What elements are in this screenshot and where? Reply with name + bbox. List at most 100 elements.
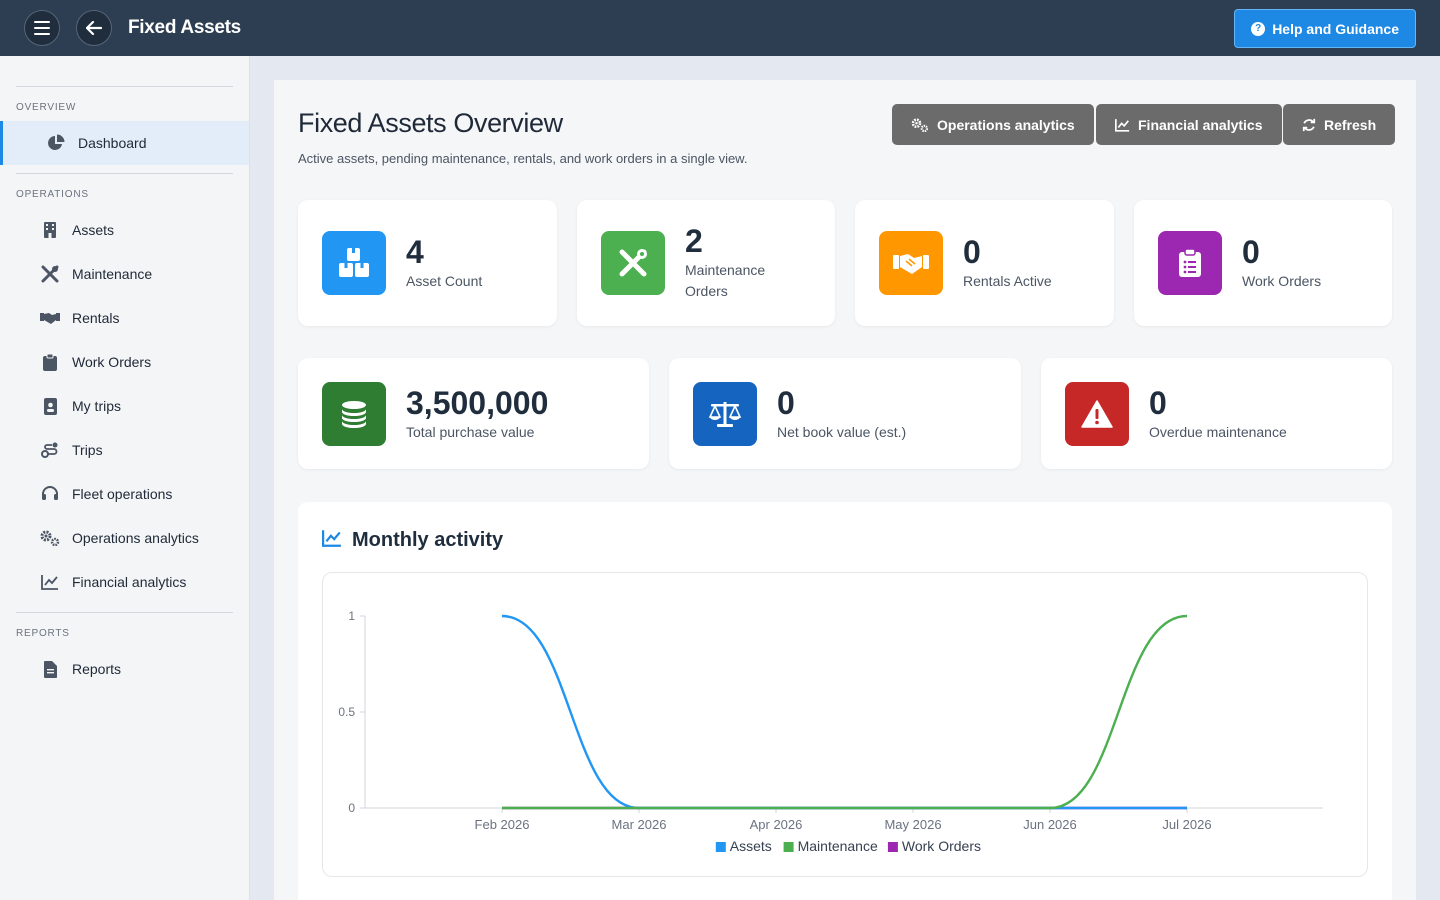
sidebar-item-rentals[interactable]: Rentals — [0, 296, 249, 340]
legend-swatch — [887, 842, 898, 852]
sidebar-item-operations-analytics[interactable]: Operations analytics — [0, 516, 249, 560]
help-button[interactable]: ? Help and Guidance — [1234, 9, 1416, 48]
sidebar-item-trips[interactable]: Trips — [0, 428, 249, 472]
sidebar-item-label: Work Orders — [72, 354, 152, 370]
back-button[interactable] — [76, 10, 112, 46]
legend-label: Assets — [730, 838, 772, 854]
stat-card-net-book-value[interactable]: 0 Net book value (est.) — [669, 358, 1021, 469]
clipboard-icon — [40, 352, 60, 372]
handshake-icon — [879, 231, 943, 295]
route-icon — [40, 440, 60, 460]
tools-icon — [601, 231, 665, 295]
chart-container: 0 0.5 1 Feb 2026 Mar 2026 Apr 2026 May 2026 Jun… — [322, 572, 1368, 877]
file-icon — [40, 659, 60, 679]
stat-card-total-purchase-value[interactable]: 3,500,000 Total purchase value — [298, 358, 649, 469]
handshake-icon — [40, 308, 60, 328]
arrow-left-icon — [86, 21, 102, 35]
sidebar-item-work-orders[interactable]: Work Orders — [0, 340, 249, 384]
stat-value: 0 — [1149, 385, 1167, 421]
section-title-overview: OVERVIEW — [16, 102, 77, 113]
x-tick-label: Jul 2026 — [1162, 817, 1211, 832]
gears-icon — [911, 117, 929, 132]
divider — [16, 173, 233, 174]
sidebar-item-label: Rentals — [72, 310, 120, 326]
section-title-reports: REPORTS — [16, 628, 70, 639]
sidebar: OVERVIEW Dashboard OPERATIONS Assets Mai… — [0, 56, 250, 900]
headset-icon — [40, 484, 60, 504]
boxes-icon — [322, 231, 386, 295]
stat-caption: Total purchase value — [406, 424, 535, 440]
line-chart-icon — [322, 529, 342, 552]
activity-line-chart: 0 0.5 1 Feb 2026 Mar 2026 Apr 2026 May 2026 Jun… — [338, 609, 1323, 854]
stat-caption: Work Orders — [1242, 273, 1322, 289]
sidebar-item-reports[interactable]: Reports — [0, 647, 249, 691]
stat-caption: Maintenance Orders — [685, 262, 766, 299]
stat-caption: Net book value (est.) — [777, 424, 907, 440]
y-tick-label: 1 — [348, 609, 355, 623]
stat-card-work-orders[interactable]: 0 Work Orders — [1134, 200, 1392, 326]
operations-analytics-label: Operations analytics — [937, 116, 1075, 133]
line-chart-icon — [1115, 118, 1130, 132]
app-title: Fixed Assets — [128, 17, 241, 38]
sidebar-item-fleet-operations[interactable]: Fleet operations — [0, 472, 249, 516]
gears-icon — [40, 528, 60, 548]
chart-title: Monthly activity — [352, 529, 504, 551]
stat-card-maintenance-orders[interactable]: 2 Maintenance Orders — [577, 200, 835, 326]
help-button-label: Help and Guidance — [1272, 20, 1399, 37]
clipboard-list-icon — [1158, 231, 1222, 295]
stat-value: 4 — [406, 234, 424, 270]
sidebar-item-label: Reports — [72, 661, 122, 677]
stat-value: 0 — [1242, 234, 1260, 270]
y-tick-label: 0.5 — [338, 705, 355, 719]
sidebar-item-assets[interactable]: Assets — [0, 208, 249, 252]
scale-icon — [693, 382, 757, 446]
series-line-assets — [501, 614, 1187, 810]
stat-card-overdue-maintenance[interactable]: 0 Overdue maintenance — [1041, 358, 1392, 469]
legend-swatch — [715, 842, 726, 852]
x-tick-label: Jun 2026 — [1023, 817, 1077, 832]
legend-label: Maintenance — [798, 838, 878, 854]
sidebar-item-my-trips[interactable]: My trips — [0, 384, 249, 428]
line-chart-icon — [40, 572, 60, 592]
divider — [16, 612, 233, 613]
x-tick-label: May 2026 — [884, 817, 941, 832]
building-icon — [40, 220, 60, 240]
sidebar-item-label: Fleet operations — [72, 486, 173, 502]
stat-value: 2 — [685, 223, 703, 259]
financial-analytics-label: Financial analytics — [1138, 116, 1263, 133]
menu-button[interactable] — [24, 10, 60, 46]
sidebar-item-dashboard[interactable]: Dashboard — [0, 121, 249, 165]
stat-value: 3,500,000 — [406, 385, 549, 421]
sidebar-item-financial-analytics[interactable]: Financial analytics — [0, 560, 249, 604]
monthly-activity-card: Monthly activity 0 0.5 1 Feb 2026 Mar 2026 Ap… — [298, 502, 1392, 900]
question-circle-icon: ? — [1251, 21, 1266, 36]
financial-analytics-button[interactable]: Financial analytics — [1096, 104, 1282, 145]
top-bar: Fixed Assets ? Help and Guidance — [0, 0, 1440, 56]
legend-swatch — [783, 842, 794, 852]
stat-caption: Overdue maintenance — [1149, 424, 1287, 440]
stat-card-asset-count[interactable]: 4 Asset Count — [298, 200, 557, 326]
warning-icon — [1065, 382, 1129, 446]
sidebar-item-maintenance[interactable]: Maintenance — [0, 252, 249, 296]
hamburger-icon — [34, 21, 50, 35]
stat-caption: Asset Count — [406, 273, 483, 289]
refresh-icon — [1302, 118, 1316, 131]
legend-label: Work Orders — [902, 838, 981, 854]
stat-card-rentals-active[interactable]: 0 Rentals Active — [855, 200, 1114, 326]
operations-analytics-button[interactable]: Operations analytics — [892, 104, 1094, 145]
stat-value: 0 — [963, 234, 981, 270]
main-content: Fixed Assets Overview Active assets, pen… — [274, 80, 1416, 900]
sidebar-item-label: Dashboard — [78, 135, 147, 151]
series-line-maintenance — [502, 614, 1188, 810]
x-tick-label: Mar 2026 — [612, 817, 667, 832]
x-tick-label: Apr 2026 — [750, 817, 803, 832]
sidebar-item-label: Maintenance — [72, 266, 153, 282]
sidebar-item-label: Assets — [72, 222, 115, 238]
refresh-button[interactable]: Refresh — [1283, 104, 1396, 145]
x-tick-label: Feb 2026 — [475, 817, 530, 832]
tools-icon — [40, 264, 60, 284]
divider — [16, 86, 233, 87]
sidebar-item-label: Trips — [72, 442, 103, 458]
sidebar-item-label: Operations analytics — [72, 530, 199, 546]
sidebar-item-label: Financial analytics — [72, 574, 187, 590]
